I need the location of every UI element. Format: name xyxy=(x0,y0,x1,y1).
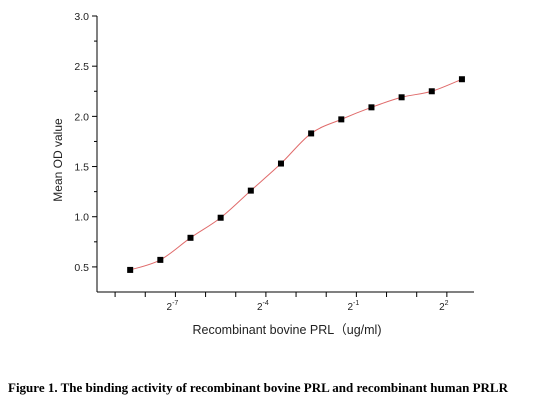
data-point xyxy=(187,234,194,241)
data-point xyxy=(398,94,405,101)
data-point xyxy=(368,104,375,111)
x-tick-label: 22 xyxy=(439,300,449,313)
data-points xyxy=(127,76,465,273)
y-tick-label: 3.0 xyxy=(74,11,89,23)
y-axis-label: Mean OD value xyxy=(51,118,65,202)
data-point xyxy=(338,116,345,123)
data-point xyxy=(127,266,134,273)
y-tick-label: 1.0 xyxy=(74,212,89,224)
data-point xyxy=(308,130,315,137)
x-tick-label: 2-4 xyxy=(257,300,269,313)
x-tick-label: 2-1 xyxy=(347,300,359,313)
figure-caption: Figure 1. The binding activity of recomb… xyxy=(8,380,508,395)
data-point xyxy=(277,160,284,167)
fit-curve-group xyxy=(130,78,463,271)
axes: 0.5 1.0 1.5 2.0 2.5 3.0 2-7 2-4 2-1 22 xyxy=(74,11,474,313)
data-point xyxy=(157,256,164,263)
data-point xyxy=(458,76,465,83)
data-point xyxy=(428,88,435,95)
fit-curve xyxy=(130,78,463,271)
x-tick-label: 2-7 xyxy=(167,300,179,313)
x-axis-label: Recombinant bovine PRL（ug/ml) xyxy=(193,323,382,337)
data-point xyxy=(247,187,254,194)
y-tick-label: 2.0 xyxy=(74,111,89,123)
data-point xyxy=(217,214,224,221)
y-tick-label: 0.5 xyxy=(74,262,89,274)
y-tick-label: 1.5 xyxy=(74,162,89,174)
y-tick-label: 2.5 xyxy=(74,61,89,73)
